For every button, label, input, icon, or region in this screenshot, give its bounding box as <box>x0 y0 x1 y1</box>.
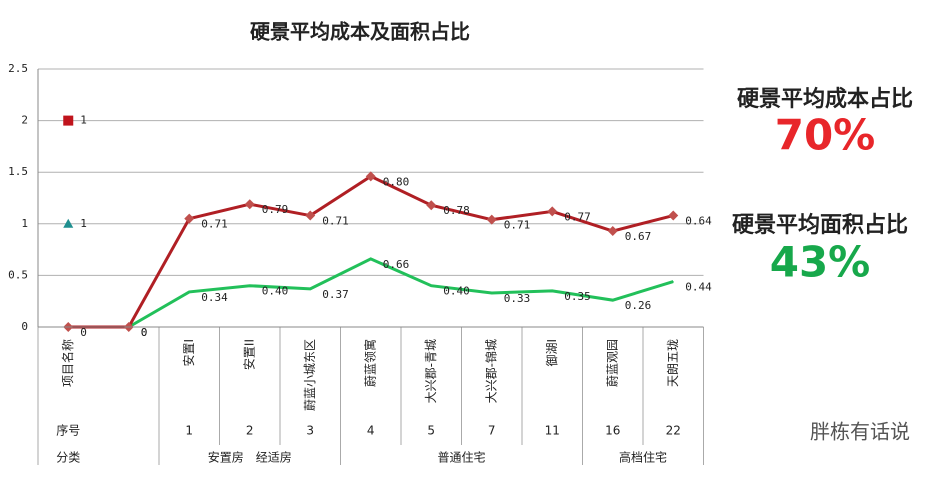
x-tick-label: 安置I <box>181 339 196 367</box>
serial: 22 <box>666 424 681 438</box>
point <box>309 288 311 290</box>
point <box>486 214 497 225</box>
x-tick-label: 大兴郡-青城 <box>424 339 438 403</box>
data-label: 0.79 <box>262 203 289 216</box>
x-tick-label: 蔚蓝观园 <box>605 339 619 387</box>
point <box>491 292 493 294</box>
x-tick-label: 大兴郡-锦城 <box>484 339 498 403</box>
data-label: 0.64 <box>685 215 712 228</box>
point <box>188 291 190 293</box>
data-label: 0.78 <box>443 204 470 217</box>
x-tick-label: 蔚蓝领寓 <box>362 339 377 387</box>
cost-value: 70% <box>775 111 876 160</box>
x-tick-label: 项目名称 <box>60 339 75 387</box>
data-label: 0 <box>141 326 148 339</box>
y-tick-label: 2 <box>21 114 28 127</box>
cost-label: 硬景平均成本占比 <box>737 86 913 112</box>
serial: 3 <box>306 424 314 438</box>
data-label: 0 <box>141 326 148 339</box>
point <box>63 115 74 126</box>
series-line <box>68 174 674 329</box>
serial: 16 <box>605 424 620 438</box>
point <box>672 281 674 283</box>
data-label: 0.71 <box>322 215 349 228</box>
point <box>184 213 195 224</box>
data-label: 0.40 <box>262 285 289 298</box>
y-tick-label: 0.5 <box>8 268 28 281</box>
data-label: 0.44 <box>685 281 712 294</box>
data-label: 1 <box>80 217 87 230</box>
x-tick-label: 天朗五珑 <box>666 339 680 387</box>
data-label: 0.35 <box>564 290 591 303</box>
point <box>249 285 251 287</box>
data-label: 0.66 <box>383 258 410 271</box>
data-label: 0.71 <box>201 218 228 231</box>
serial: 2 <box>246 424 254 438</box>
area-label: 硬景平均面积占比 <box>732 212 908 238</box>
y-tick-label: 1 <box>21 217 28 230</box>
group-label: 高档住宅 <box>619 450 667 465</box>
point <box>63 218 74 228</box>
data-label: 0.80 <box>383 175 410 188</box>
watermark: 胖栋有话说 <box>810 420 910 444</box>
row-header: 序号 <box>56 423 80 438</box>
point <box>244 199 255 210</box>
x-tick-label: 御湖I <box>544 339 559 367</box>
point <box>547 206 558 217</box>
point <box>305 210 316 221</box>
area-value: 43% <box>770 238 871 287</box>
chart-title: 硬景平均成本及面积占比 <box>250 20 470 44</box>
y-tick-label: 0 <box>21 320 28 333</box>
data-label: 0.34 <box>201 291 228 304</box>
data-label: 1 <box>80 114 87 127</box>
point <box>370 258 372 260</box>
data-label: 0.71 <box>504 219 531 232</box>
row-header: 分类 <box>56 451 80 465</box>
serial: 7 <box>488 424 496 438</box>
data-label: 0.40 <box>443 285 470 298</box>
data-label: 0.26 <box>625 299 652 312</box>
point <box>668 210 679 221</box>
serial: 1 <box>185 424 193 438</box>
y-tick-label: 1.5 <box>8 165 28 178</box>
point <box>612 299 614 301</box>
x-tick-label: 蔚蓝小城东区 <box>303 339 317 411</box>
series-line <box>127 257 674 329</box>
y-tick-label: 2.5 <box>8 62 28 75</box>
point <box>426 200 437 211</box>
serial: 11 <box>545 424 560 438</box>
data-label: 0.77 <box>564 210 591 223</box>
x-tick-label: 安置II <box>241 339 256 370</box>
point <box>607 226 618 237</box>
point <box>365 171 376 182</box>
data-label: 0.37 <box>322 288 349 301</box>
point <box>430 285 432 287</box>
point <box>551 290 553 292</box>
group-label: 普通住宅 <box>437 450 485 465</box>
data-label: 0 <box>80 326 87 339</box>
serial: 5 <box>427 424 435 438</box>
data-label: 0.67 <box>625 230 652 243</box>
serial: 4 <box>367 424 375 438</box>
data-label: 0.33 <box>504 292 531 305</box>
group-label: 安置房 经适房 <box>208 450 292 465</box>
